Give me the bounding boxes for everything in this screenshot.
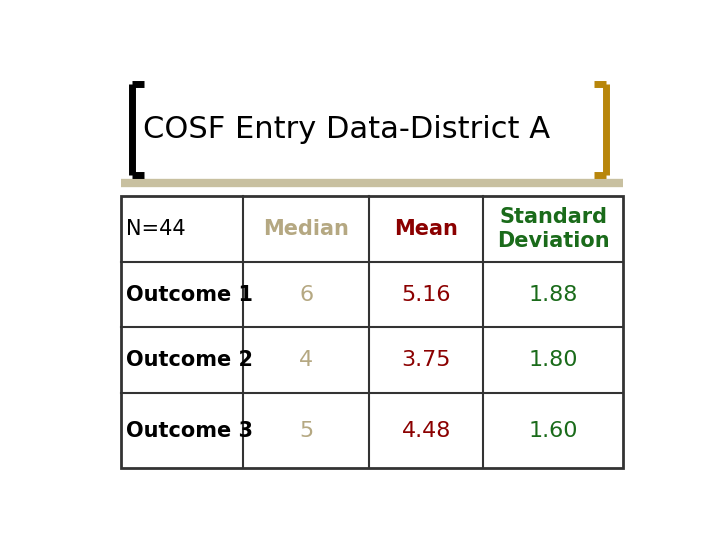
Text: 1.60: 1.60 (528, 421, 578, 441)
Text: Mean: Mean (395, 219, 458, 239)
Text: 6: 6 (300, 285, 313, 305)
Text: Outcome 2: Outcome 2 (126, 350, 253, 370)
Text: 5.16: 5.16 (402, 285, 451, 305)
Text: 4: 4 (300, 350, 313, 370)
Text: COSF Entry Data-District A: COSF Entry Data-District A (143, 114, 550, 144)
Text: N=44: N=44 (126, 219, 186, 239)
Text: Outcome 1: Outcome 1 (126, 285, 253, 305)
Text: 3.75: 3.75 (402, 350, 451, 370)
Text: Outcome 3: Outcome 3 (126, 421, 253, 441)
Text: 4.48: 4.48 (402, 421, 451, 441)
Text: 1.88: 1.88 (528, 285, 578, 305)
Bar (121, 196, 623, 468)
Text: 5: 5 (299, 421, 313, 441)
Text: 1.80: 1.80 (528, 350, 578, 370)
Text: Median: Median (264, 219, 349, 239)
Text: Standard
Deviation: Standard Deviation (497, 207, 609, 251)
